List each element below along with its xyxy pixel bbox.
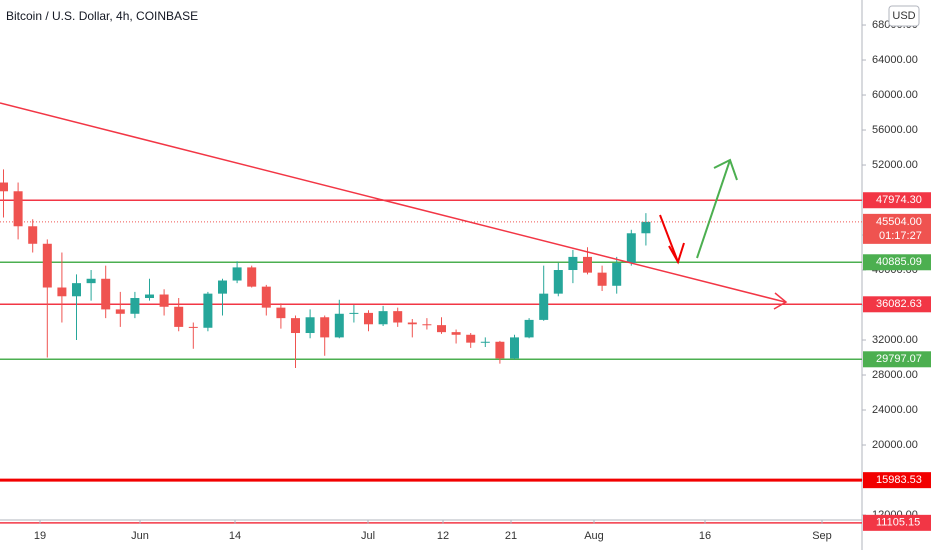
up-arrow — [696, 159, 731, 259]
level-label: 36082.63 — [876, 298, 922, 310]
down-arrowhead — [668, 242, 685, 265]
trend-arrowhead — [773, 292, 788, 310]
candle-body — [451, 332, 461, 335]
candle-body — [28, 226, 38, 244]
candle-body — [0, 182, 8, 192]
candle-body — [495, 341, 505, 359]
level-label-box — [863, 472, 931, 489]
candle-body — [57, 287, 67, 297]
down-arrow — [659, 214, 679, 263]
y-tick-label: 52000.00 — [872, 159, 918, 171]
level-label-box — [863, 514, 931, 531]
y-tick-label: 32000.00 — [872, 334, 918, 346]
candle-body — [42, 243, 52, 288]
candle-body — [568, 256, 578, 271]
last-price-box — [863, 213, 931, 244]
candle-body — [393, 311, 403, 323]
candle-body — [145, 294, 154, 299]
level-label: 11105.15 — [876, 517, 920, 529]
candle-body — [466, 334, 476, 343]
level-label: 15983.53 — [876, 474, 922, 486]
plot — [0, 169, 862, 524]
candle-body — [115, 309, 125, 314]
level-label-box — [863, 254, 931, 271]
candle-body — [510, 337, 519, 359]
candle-body — [174, 306, 184, 327]
level-label-box — [863, 296, 931, 313]
candle-body — [13, 191, 23, 227]
candle-body — [378, 311, 388, 325]
level-label-box — [863, 351, 931, 368]
candle-body — [583, 256, 592, 273]
candle-body — [86, 278, 96, 284]
x-tick-label: 14 — [229, 530, 241, 542]
candle-body — [72, 283, 81, 297]
candle-body — [218, 280, 227, 294]
candle-body — [612, 263, 622, 286]
y-tick-label: 28000.00 — [872, 369, 918, 381]
candle-body — [203, 293, 213, 328]
x-tick-label: 21 — [505, 530, 517, 542]
chart-title: Bitcoin / U.S. Dollar, 4h, COINBASE — [6, 9, 198, 23]
candle-body — [276, 307, 286, 319]
y-tick-label: 20000.00 — [872, 439, 918, 451]
y-tick-label: 64000.00 — [872, 54, 918, 66]
candle-body — [422, 324, 432, 326]
candle-body — [524, 319, 534, 338]
x-tick-label: 19 — [34, 530, 46, 542]
candle-body — [320, 317, 330, 338]
level-label-box — [863, 192, 931, 209]
level-label: 40885.09 — [876, 256, 922, 268]
y-tick-label: 56000.00 — [872, 124, 918, 136]
candle-body — [480, 341, 490, 343]
candle-body — [159, 294, 169, 307]
candle-body — [349, 312, 359, 314]
candle-body — [130, 298, 140, 314]
y-tick-label: 60000.00 — [872, 89, 918, 101]
x-tick-label: 16 — [699, 530, 711, 542]
candle-body — [291, 318, 300, 334]
candle-body — [597, 272, 607, 286]
candle-body — [539, 293, 549, 320]
candle-body — [334, 313, 344, 338]
candle-body — [364, 312, 373, 325]
x-tick-label: Jun — [131, 530, 149, 542]
candle-body — [305, 317, 315, 334]
y-tick-label: 24000.00 — [872, 404, 918, 416]
countdown: 01:17:27 — [879, 230, 922, 242]
x-tick-label: 12 — [437, 530, 449, 542]
level-label: 47974.30 — [876, 194, 922, 206]
x-tick-label: Aug — [584, 530, 604, 542]
candle-body — [232, 267, 242, 281]
price-axis: 12000.0016000.0020000.0024000.0028000.00… — [34, 19, 931, 542]
currency[interactable]: USD — [892, 10, 915, 22]
candle-body — [261, 286, 271, 308]
candle-body — [188, 326, 198, 328]
trend-line — [0, 102, 786, 303]
candle-body — [626, 233, 636, 264]
currency-box[interactable] — [888, 5, 920, 27]
x-tick-label: Jul — [361, 530, 375, 542]
candle-body — [101, 278, 111, 310]
last-price-label: 45504.00 — [876, 216, 922, 228]
candle-body — [641, 221, 651, 234]
candle-body — [247, 267, 257, 287]
x-tick-label: Sep — [812, 530, 832, 542]
up-arrowhead — [713, 158, 738, 181]
candle-body — [553, 270, 563, 294]
level-label: 29797.07 — [876, 353, 922, 365]
candle-body — [437, 325, 446, 333]
candle-body — [407, 322, 417, 325]
